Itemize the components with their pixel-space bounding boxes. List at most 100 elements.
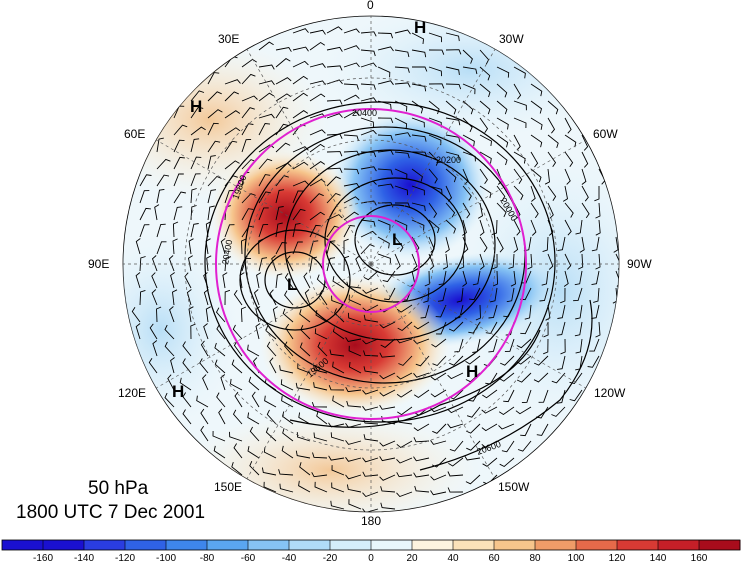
wind-barb xyxy=(196,395,209,408)
wind-barb xyxy=(263,481,277,493)
colorbar-segment xyxy=(289,540,331,550)
wind-barb xyxy=(506,287,515,303)
wind-barb xyxy=(595,202,601,219)
wind-barb xyxy=(430,440,447,445)
wind-barb xyxy=(139,207,151,221)
wind-barb xyxy=(557,355,566,370)
wind-barb xyxy=(247,412,260,425)
wind-barb xyxy=(516,372,532,383)
wind-barb xyxy=(285,323,294,340)
wind-barb xyxy=(504,338,515,353)
wind-barb xyxy=(212,430,226,442)
wind-barb xyxy=(508,253,515,269)
wind-barb xyxy=(326,192,341,204)
wind-barb xyxy=(200,425,209,442)
wind-barb xyxy=(258,92,274,102)
wind-barb xyxy=(234,391,243,408)
wind-barb xyxy=(547,253,554,270)
wind-barb xyxy=(530,151,539,168)
wind-barb xyxy=(334,308,345,323)
wind-barb xyxy=(326,176,341,187)
wind-barb xyxy=(468,389,481,402)
wind-barb xyxy=(331,465,345,476)
wind-barb xyxy=(360,97,377,103)
wind-barb xyxy=(377,66,391,78)
wind-barb xyxy=(347,312,362,323)
wind-barb xyxy=(430,474,447,481)
wind-barb xyxy=(449,355,464,366)
wind-barb xyxy=(190,138,200,153)
wind-barb xyxy=(280,379,294,391)
wind-barb xyxy=(589,338,600,352)
wind-barb xyxy=(428,202,438,219)
wind-barb xyxy=(231,359,243,374)
wind-barb xyxy=(345,456,362,462)
wind-barb xyxy=(343,83,359,90)
wind-barb xyxy=(379,456,396,462)
wind-barb xyxy=(613,236,619,253)
wind-barb xyxy=(326,151,343,157)
wind-barb xyxy=(298,480,311,493)
wind-barb xyxy=(214,359,226,374)
wind-barb xyxy=(149,323,158,340)
wind-barb xyxy=(316,274,328,289)
wind-barb xyxy=(343,196,360,204)
wind-barb xyxy=(479,83,491,98)
wind-barb xyxy=(394,82,411,88)
wind-barb xyxy=(462,83,476,95)
wind-barb xyxy=(314,481,328,493)
colorbar-tick-label: 40 xyxy=(447,553,459,561)
wind-barb xyxy=(275,77,292,85)
wind-barb xyxy=(569,389,583,402)
wind-barb xyxy=(231,461,243,476)
wind-barb xyxy=(265,427,277,442)
wind-barb xyxy=(326,113,343,119)
wind-barb xyxy=(251,391,260,408)
wind-barb xyxy=(581,202,590,219)
wind-barb xyxy=(587,355,600,368)
wind-barb xyxy=(496,66,510,78)
wind-barb xyxy=(199,358,209,374)
wind-barb xyxy=(266,341,277,357)
wind-barb xyxy=(309,129,326,136)
wind-barb xyxy=(313,382,328,391)
wind-barb xyxy=(428,168,438,184)
wind-barb xyxy=(258,223,269,238)
wind-barb xyxy=(248,376,260,391)
wind-barb xyxy=(172,238,178,255)
wind-barb xyxy=(275,106,289,119)
wind-barb xyxy=(148,358,158,374)
wind-barb xyxy=(496,151,508,166)
colorbar-segment xyxy=(84,540,126,550)
wind-barb xyxy=(343,168,360,175)
wind-barb xyxy=(326,99,343,105)
wind-barb xyxy=(413,456,430,462)
wind-barb xyxy=(379,440,396,447)
wind-barb xyxy=(432,423,447,434)
wind-barb xyxy=(530,117,543,130)
colorbar-tick-label: 60 xyxy=(488,553,500,561)
wind-barb xyxy=(224,160,240,170)
wind-barb xyxy=(595,219,601,236)
wind-barb xyxy=(581,185,589,202)
colorbar-tick-label: -20 xyxy=(323,553,338,561)
wind-barb xyxy=(345,474,362,480)
wind-barb xyxy=(394,253,401,270)
lon-label-90w: 90W xyxy=(627,257,652,271)
wind-barb xyxy=(253,289,260,306)
wind-barb xyxy=(411,168,423,182)
wind-barb xyxy=(222,272,228,289)
wind-barb xyxy=(233,341,243,357)
wind-barb xyxy=(275,58,291,68)
wind-barb xyxy=(542,236,549,253)
wind-barb xyxy=(464,455,481,461)
wind-barb xyxy=(530,100,543,114)
meridian-line xyxy=(370,263,496,479)
wind-barb xyxy=(296,432,311,442)
wind-barb xyxy=(249,426,260,442)
wind-barb xyxy=(295,450,311,459)
lon-label-30e: 30E xyxy=(218,32,239,46)
wind-barb xyxy=(271,255,277,272)
wind-barb xyxy=(269,289,277,306)
